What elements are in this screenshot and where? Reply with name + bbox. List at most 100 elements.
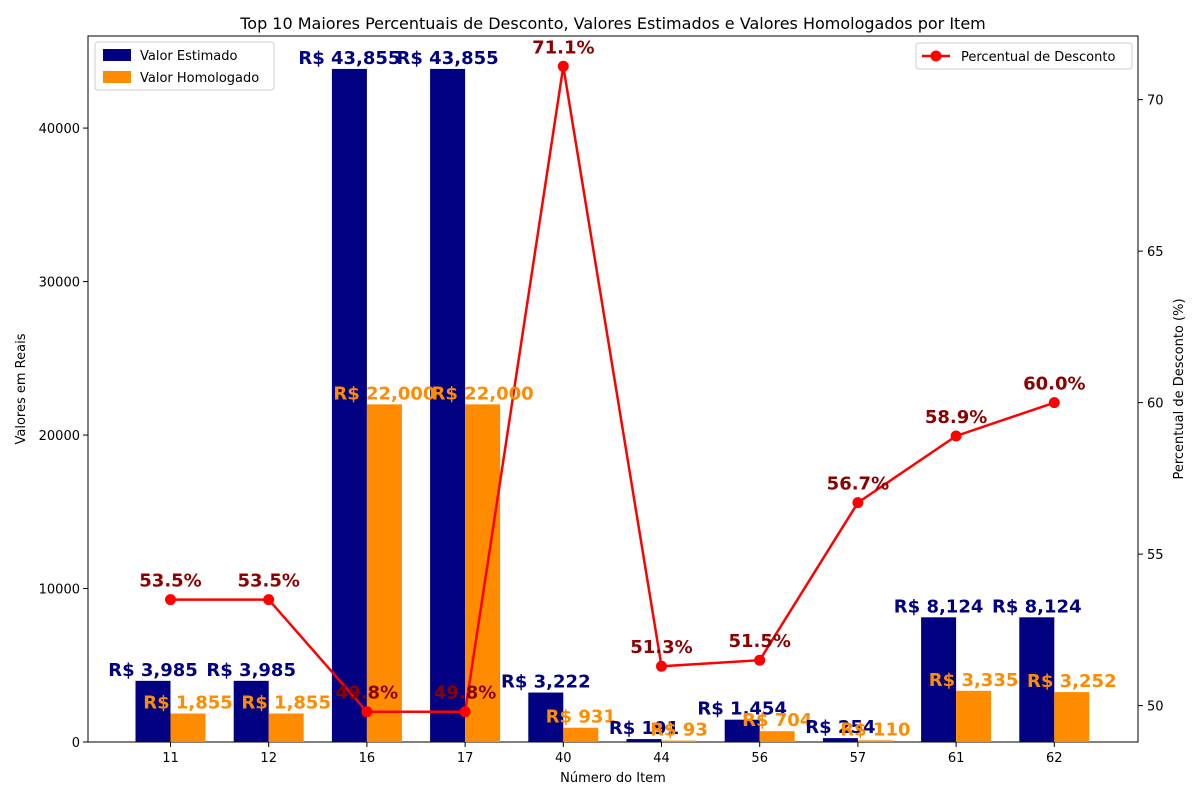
x-tick-label-11: 11	[162, 751, 179, 766]
marker-desconto-62	[1048, 397, 1060, 409]
plot-area	[87, 35, 1139, 743]
bar-estimado-61	[921, 617, 957, 742]
chart-title: Top 10 Maiores Percentuais de Desconto, …	[239, 14, 986, 33]
data-label-desconto-57: 56.7%	[827, 474, 889, 495]
bar-estimado-62	[1019, 617, 1055, 742]
data-label-desconto-44: 51.3%	[630, 637, 692, 658]
data-label-estimado-57: R$ 254	[805, 717, 875, 738]
bar-homologado-62	[1054, 692, 1090, 742]
bars-layer	[135, 68, 1090, 743]
x-tick-label-16: 16	[359, 751, 376, 766]
bar-homologado-11	[170, 713, 206, 742]
data-label-estimado-40: R$ 3,222	[501, 672, 591, 693]
data-label-estimado-44: R$ 191	[609, 718, 679, 739]
y-axis-title: Valores em Reais	[14, 333, 29, 444]
bar-homologado-56	[759, 731, 795, 742]
legend-right: Percentual de Desconto	[915, 42, 1133, 70]
legend-left-box	[94, 41, 275, 91]
bar-homologado-44	[661, 740, 697, 742]
y2-axis-title: Percentual de Desconto (%)	[1172, 298, 1187, 479]
legend-swatch-homologado	[103, 71, 131, 83]
x-tick-label-40: 40	[555, 751, 572, 766]
line-layer	[165, 60, 1060, 718]
y2-tick-label-55: 55	[1147, 548, 1164, 563]
legend-right-box	[915, 42, 1133, 70]
line-desconto	[170, 66, 1055, 713]
y-axis-left: 0 10000 20000 30000 40000	[39, 122, 88, 751]
data-label-estimado-16: R$ 43,855	[298, 48, 400, 69]
bar-estimado-12	[233, 680, 269, 742]
bar-estimado-56	[724, 719, 760, 742]
x-tick-label-61: 61	[948, 751, 965, 766]
marker-desconto-61	[950, 430, 962, 442]
data-label-homologado-40: R$ 931	[546, 707, 616, 728]
data-label-estimado-61: R$ 8,124	[894, 596, 984, 617]
data-label-desconto-11: 53.5%	[139, 571, 201, 592]
bar-estimado-11	[135, 680, 171, 742]
x-axis: 11 12 16 17 40 44 56 57 61 62	[162, 742, 1063, 766]
marker-desconto-12	[263, 594, 275, 606]
data-label-estimado-11: R$ 3,985	[108, 660, 198, 681]
bar-homologado-61	[956, 690, 992, 742]
data-label-desconto-12: 53.5%	[237, 571, 299, 592]
marker-desconto-57	[852, 497, 864, 509]
x-axis-title: Número do Item	[560, 771, 666, 786]
bar-estimado-57	[822, 738, 858, 742]
y-tick-label-0: 0	[72, 736, 80, 751]
y2-tick-label-70: 70	[1147, 94, 1164, 109]
marker-desconto-40	[557, 60, 569, 72]
marker-desconto-44	[656, 660, 667, 672]
bar-estimado-17	[430, 68, 466, 743]
marker-desconto-17	[459, 706, 471, 718]
legend-label-estimado: Valor Estimado	[140, 49, 237, 64]
marker-desconto-16	[361, 706, 373, 718]
data-label-estimado-56: R$ 1,454	[697, 699, 787, 720]
x-tick-label-56: 56	[751, 751, 768, 766]
bar-homologado-12	[268, 713, 304, 742]
data-label-desconto-62: 60.0%	[1023, 374, 1085, 395]
x-tick-label-57: 57	[850, 751, 867, 766]
y2-tick-label-65: 65	[1147, 245, 1164, 260]
y-tick-label-40000: 40000	[39, 122, 80, 137]
legend-label-homologado: Valor Homologado	[140, 71, 259, 86]
legend-label-desconto: Percentual de Desconto	[961, 50, 1115, 65]
bar-homologado-40	[563, 727, 599, 742]
bar-homologado-57	[857, 740, 893, 742]
data-label-homologado-17: R$ 22,000	[432, 383, 534, 404]
x-tick-label-44: 44	[653, 751, 670, 766]
bar-estimado-16	[331, 68, 367, 743]
data-label-homologado-44: R$ 93	[650, 720, 708, 741]
data-label-homologado-11: R$ 1,855	[143, 693, 233, 714]
data-label-homologado-16: R$ 22,000	[333, 383, 435, 404]
x-tick-label-62: 62	[1046, 751, 1063, 766]
x-tick-label-17: 17	[457, 751, 474, 766]
legend-swatch-estimado	[103, 49, 131, 61]
data-label-estimado-12: R$ 3,985	[206, 660, 296, 681]
x-tick-label-12: 12	[260, 751, 277, 766]
y-axis-right: 50 55 60 65 70	[1138, 94, 1164, 715]
y-tick-label-30000: 30000	[39, 276, 80, 291]
data-label-desconto-40: 71.1%	[532, 37, 594, 58]
y-tick-label-10000: 10000	[39, 583, 80, 598]
data-label-homologado-62: R$ 3,252	[1027, 671, 1117, 692]
data-label-desconto-61: 58.9%	[925, 407, 987, 428]
data-label-homologado-12: R$ 1,855	[241, 693, 331, 714]
bar-estimado-44	[626, 739, 662, 742]
bar-estimado-40	[528, 692, 564, 742]
y2-tick-label-60: 60	[1147, 397, 1164, 412]
marker-desconto-11	[165, 594, 176, 606]
legend-marker-desconto	[930, 50, 942, 62]
data-label-desconto-17: 49.8%	[434, 683, 496, 704]
labels-layer: R$ 3,985 R$ 1,855 R$ 3,985 R$ 1,855 R$ 43,85…	[108, 37, 1116, 740]
y2-tick-label-50: 50	[1147, 700, 1164, 715]
data-label-desconto-56: 51.5%	[728, 631, 790, 652]
bar-homologado-16	[366, 404, 402, 742]
data-label-homologado-56: R$ 704	[742, 710, 812, 731]
data-label-estimado-17: R$ 43,855	[397, 48, 499, 69]
data-label-desconto-16: 49.8%	[336, 683, 398, 704]
data-label-homologado-57: R$ 110	[840, 719, 910, 740]
legend-left: Valor Estimado Valor Homologado	[94, 41, 275, 91]
y-tick-label-20000: 20000	[39, 429, 80, 444]
marker-desconto-56	[754, 654, 766, 666]
